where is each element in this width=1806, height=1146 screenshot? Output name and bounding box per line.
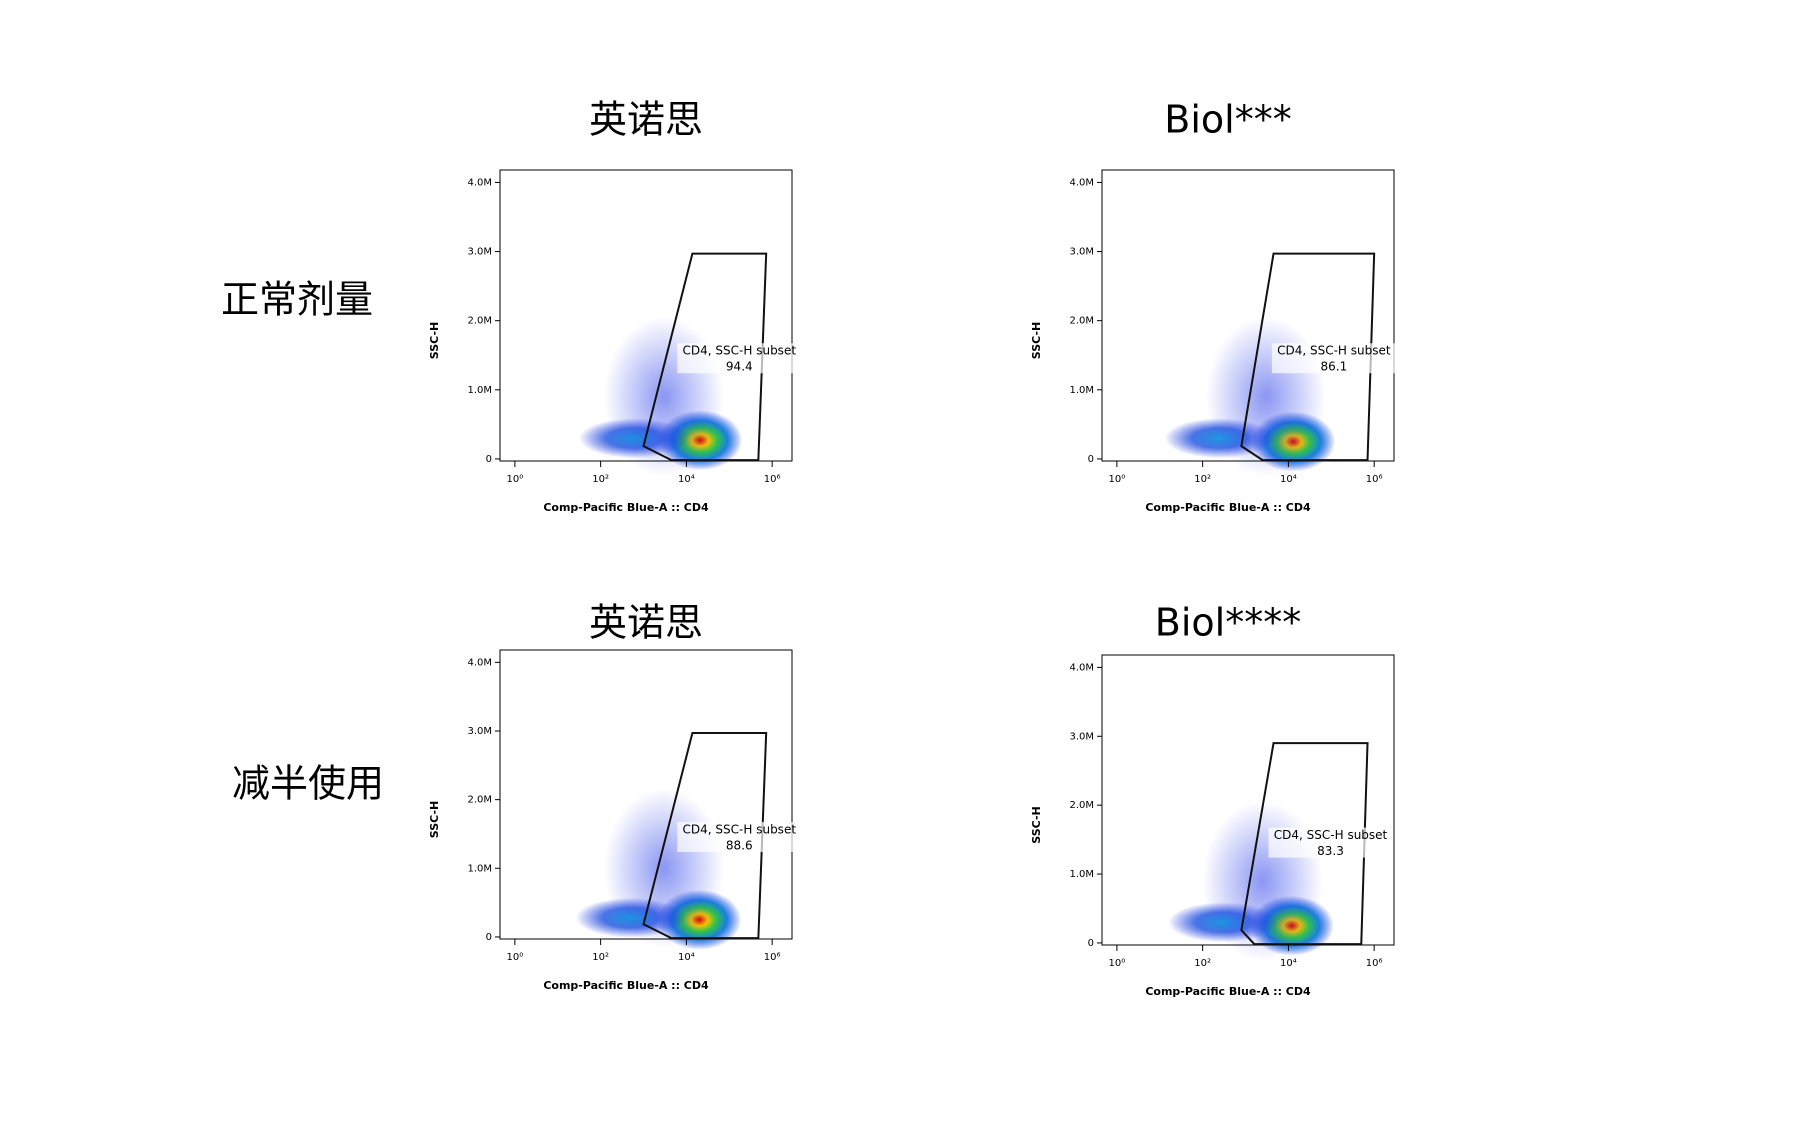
x-tick-label: 10² bbox=[592, 952, 609, 963]
density-cluster bbox=[1202, 800, 1323, 961]
y-tick-label: 0 bbox=[1088, 454, 1094, 465]
x-axis-label: Comp-Pacific Blue-A :: CD4 bbox=[1145, 501, 1311, 514]
plot-title: 英诺思 bbox=[589, 98, 703, 142]
plot-frame bbox=[499, 169, 793, 462]
y-tick-label: 1.0M bbox=[1069, 385, 1094, 396]
x-tick-label: 10² bbox=[1194, 958, 1211, 969]
y-axis-label: SSC-H bbox=[428, 322, 441, 359]
gate-value: 88.6 bbox=[726, 838, 753, 852]
y-tick-label: 2.0M bbox=[1069, 800, 1094, 811]
y-tick-label: 1.0M bbox=[1069, 869, 1094, 880]
y-tick-label: 0 bbox=[486, 932, 492, 943]
x-tick-label: 10⁴ bbox=[678, 952, 695, 963]
plot: Biol**** 0 1.0M 2.0M 3.0M 4.0M 10⁰ 10² 10⁴ 10⁶ Com… bbox=[1030, 601, 1395, 998]
density-cluster bbox=[603, 788, 724, 949]
y-axis-label: SSC-H bbox=[1030, 806, 1043, 843]
gate bbox=[1240, 742, 1369, 946]
plot: 英诺思 0 1.0M 2.0M 3.0M 4.0M 10⁰ 10² 10⁴ 10⁶ Comp-Pac… bbox=[428, 98, 802, 514]
plot: 英诺思 0 1.0M 2.0M 3.0M 4.0M 10⁰ 10² 10⁴ 10⁶ Comp-Pac… bbox=[428, 601, 802, 992]
x-tick-label: 10⁰ bbox=[1109, 474, 1126, 485]
gate-value: 86.1 bbox=[1320, 360, 1347, 374]
y-tick-label: 2.0M bbox=[467, 795, 492, 806]
plot-title: Biol**** bbox=[1155, 601, 1301, 645]
gate-value: 83.3 bbox=[1317, 844, 1344, 858]
x-tick-label: 10⁰ bbox=[507, 474, 524, 485]
x-axis-label: Comp-Pacific Blue-A :: CD4 bbox=[1145, 985, 1311, 998]
plot-title: Biol*** bbox=[1164, 98, 1291, 142]
plot-frame bbox=[499, 649, 793, 940]
y-axis-label: SSC-H bbox=[428, 801, 441, 838]
y-tick-label: 3.0M bbox=[1069, 247, 1094, 258]
gate-label-bg bbox=[677, 343, 802, 374]
y-tick-label: 2.0M bbox=[1069, 316, 1094, 327]
x-tick-label: 10⁴ bbox=[678, 474, 695, 485]
x-tick-label: 10⁶ bbox=[764, 474, 781, 485]
y-tick-label: 4.0M bbox=[1069, 177, 1094, 188]
y-tick-label: 4.0M bbox=[1069, 662, 1094, 673]
y-axis-label: SSC-H bbox=[1030, 322, 1043, 359]
plot-frame bbox=[1101, 654, 1395, 946]
x-tick-label: 10⁴ bbox=[1280, 474, 1297, 485]
gate-value: 94.4 bbox=[726, 360, 753, 374]
x-tick-label: 10⁶ bbox=[1366, 958, 1383, 969]
x-tick-label: 10⁰ bbox=[1109, 958, 1126, 969]
y-tick-label: 4.0M bbox=[467, 657, 492, 668]
plot-frame bbox=[1101, 169, 1395, 462]
gate-label-bg bbox=[1268, 827, 1393, 858]
plot: Biol*** 0 1.0M 2.0M 3.0M 4.0M 10⁰ 10² 10⁴ 10⁶ Comp… bbox=[1030, 98, 1396, 514]
density-cluster bbox=[1205, 316, 1326, 477]
y-tick-label: 1.0M bbox=[467, 385, 492, 396]
y-tick-label: 4.0M bbox=[467, 177, 492, 188]
y-tick-label: 3.0M bbox=[467, 247, 492, 258]
density-cluster bbox=[603, 316, 724, 477]
gate bbox=[642, 252, 768, 462]
x-axis-label: Comp-Pacific Blue-A :: CD4 bbox=[543, 501, 709, 514]
y-tick-label: 2.0M bbox=[467, 316, 492, 327]
y-tick-label: 0 bbox=[486, 454, 492, 465]
x-tick-label: 10² bbox=[592, 474, 609, 485]
gate-name: CD4, SSC-H subset bbox=[1277, 344, 1391, 358]
y-tick-label: 0 bbox=[1088, 938, 1094, 949]
y-tick-label: 1.0M bbox=[467, 863, 492, 874]
x-tick-label: 10⁶ bbox=[1366, 474, 1383, 485]
x-tick-label: 10² bbox=[1194, 474, 1211, 485]
row-label: 减半使用 bbox=[232, 762, 384, 806]
gate-name: CD4, SSC-H subset bbox=[1274, 828, 1388, 842]
gate bbox=[642, 732, 768, 940]
x-tick-label: 10⁰ bbox=[507, 952, 524, 963]
gate-label-bg bbox=[677, 821, 802, 852]
y-tick-label: 3.0M bbox=[467, 726, 492, 737]
gate bbox=[1240, 252, 1376, 462]
plot-title: 英诺思 bbox=[589, 601, 703, 645]
gate-label-bg bbox=[1271, 343, 1396, 374]
x-axis-label: Comp-Pacific Blue-A :: CD4 bbox=[543, 979, 709, 992]
y-tick-label: 3.0M bbox=[1069, 731, 1094, 742]
gate-name: CD4, SSC-H subset bbox=[683, 344, 797, 358]
gate-name: CD4, SSC-H subset bbox=[683, 822, 797, 836]
row-label: 正常剂量 bbox=[221, 278, 373, 322]
x-tick-label: 10⁶ bbox=[764, 952, 781, 963]
x-tick-label: 10⁴ bbox=[1280, 958, 1297, 969]
